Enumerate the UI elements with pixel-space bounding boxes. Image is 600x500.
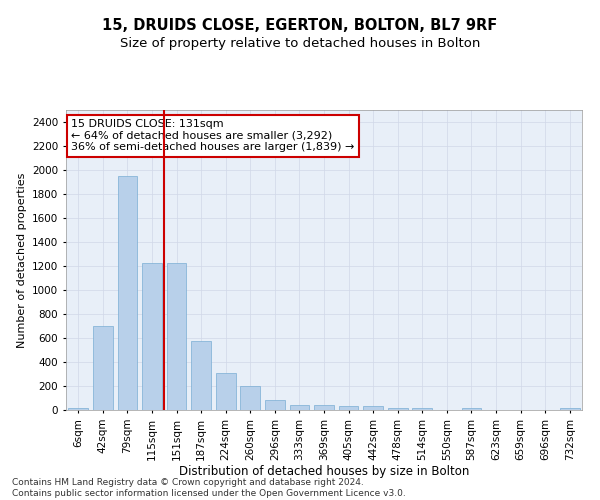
- X-axis label: Distribution of detached houses by size in Bolton: Distribution of detached houses by size …: [179, 466, 469, 478]
- Bar: [93, 326, 113, 410]
- Text: Contains HM Land Registry data © Crown copyright and database right 2024.
Contai: Contains HM Land Registry data © Crown c…: [12, 478, 406, 498]
- Bar: [560, 408, 580, 410]
- Bar: [118, 176, 137, 410]
- Bar: [290, 404, 309, 410]
- Text: Size of property relative to detached houses in Bolton: Size of property relative to detached ho…: [120, 38, 480, 51]
- Bar: [265, 400, 284, 410]
- Bar: [241, 386, 260, 410]
- Bar: [191, 341, 211, 410]
- Bar: [364, 406, 383, 410]
- Bar: [339, 406, 358, 410]
- Bar: [412, 408, 432, 410]
- Text: 15, DRUIDS CLOSE, EGERTON, BOLTON, BL7 9RF: 15, DRUIDS CLOSE, EGERTON, BOLTON, BL7 9…: [103, 18, 497, 32]
- Bar: [461, 408, 481, 410]
- Bar: [388, 408, 407, 410]
- Y-axis label: Number of detached properties: Number of detached properties: [17, 172, 26, 348]
- Bar: [142, 263, 162, 410]
- Bar: [68, 408, 88, 410]
- Bar: [216, 374, 236, 410]
- Text: 15 DRUIDS CLOSE: 131sqm
← 64% of detached houses are smaller (3,292)
36% of semi: 15 DRUIDS CLOSE: 131sqm ← 64% of detache…: [71, 119, 355, 152]
- Bar: [167, 263, 187, 410]
- Bar: [314, 406, 334, 410]
